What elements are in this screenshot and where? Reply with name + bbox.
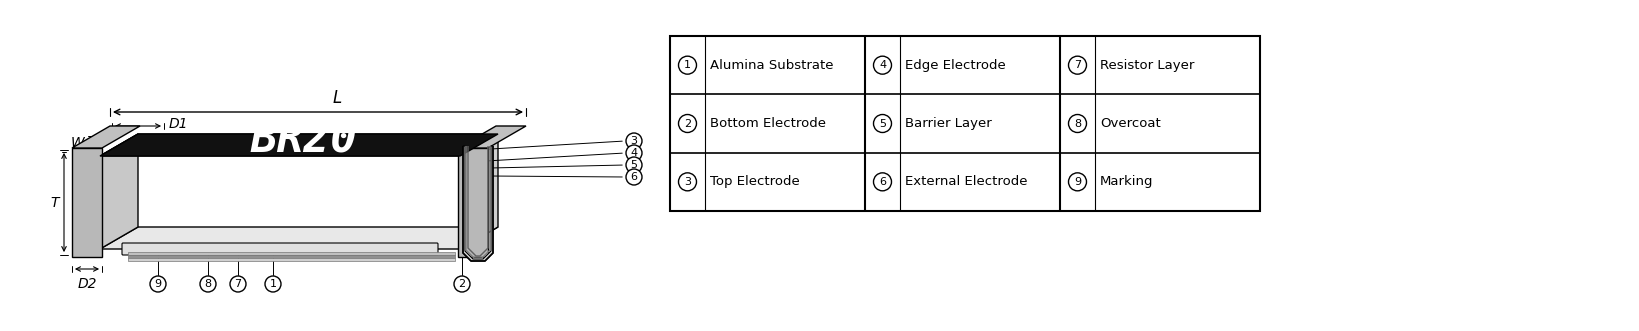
Text: 8: 8 bbox=[205, 279, 211, 289]
Circle shape bbox=[1069, 56, 1087, 74]
Circle shape bbox=[1069, 173, 1087, 191]
Circle shape bbox=[229, 276, 246, 292]
Text: 2: 2 bbox=[459, 279, 465, 289]
Circle shape bbox=[626, 133, 642, 149]
Text: BR20: BR20 bbox=[251, 118, 357, 162]
Text: 5: 5 bbox=[879, 118, 887, 128]
Text: 7: 7 bbox=[1074, 60, 1082, 70]
Polygon shape bbox=[128, 258, 456, 261]
Text: 8: 8 bbox=[1074, 118, 1082, 128]
Circle shape bbox=[626, 169, 642, 185]
Circle shape bbox=[679, 173, 697, 191]
Circle shape bbox=[1069, 115, 1087, 132]
Text: W: W bbox=[70, 136, 84, 150]
Text: D2: D2 bbox=[77, 277, 97, 291]
Text: 7: 7 bbox=[234, 279, 241, 289]
Text: 3: 3 bbox=[631, 136, 638, 146]
Circle shape bbox=[266, 276, 280, 292]
Circle shape bbox=[874, 173, 892, 191]
Text: 5: 5 bbox=[631, 160, 638, 170]
Polygon shape bbox=[128, 255, 456, 258]
Circle shape bbox=[200, 276, 216, 292]
Text: Bottom Electrode: Bottom Electrode bbox=[710, 117, 826, 130]
Polygon shape bbox=[72, 148, 102, 257]
Text: 6: 6 bbox=[631, 172, 638, 182]
Polygon shape bbox=[100, 227, 498, 249]
Text: Barrier Layer: Barrier Layer bbox=[905, 117, 992, 130]
Polygon shape bbox=[457, 148, 488, 257]
Polygon shape bbox=[100, 134, 498, 156]
Text: Overcoat: Overcoat bbox=[1100, 117, 1160, 130]
Polygon shape bbox=[72, 126, 139, 148]
Text: 4: 4 bbox=[631, 148, 638, 158]
Circle shape bbox=[626, 157, 642, 173]
Polygon shape bbox=[100, 134, 138, 249]
Text: T: T bbox=[51, 196, 59, 210]
Polygon shape bbox=[100, 134, 498, 156]
Text: Top Electrode: Top Electrode bbox=[710, 175, 800, 188]
Text: 6: 6 bbox=[879, 177, 887, 187]
Circle shape bbox=[874, 56, 892, 74]
Text: 2: 2 bbox=[683, 118, 692, 128]
Circle shape bbox=[679, 56, 697, 74]
Text: Edge Electrode: Edge Electrode bbox=[905, 59, 1006, 72]
FancyBboxPatch shape bbox=[121, 243, 438, 255]
Circle shape bbox=[151, 276, 166, 292]
Circle shape bbox=[454, 276, 470, 292]
Circle shape bbox=[626, 145, 642, 161]
Text: 1: 1 bbox=[269, 279, 277, 289]
Circle shape bbox=[679, 115, 697, 132]
Polygon shape bbox=[461, 134, 498, 249]
Text: 9: 9 bbox=[1074, 177, 1082, 187]
Text: 3: 3 bbox=[683, 177, 692, 187]
Polygon shape bbox=[128, 252, 456, 255]
Text: 9: 9 bbox=[154, 279, 162, 289]
Text: Resistor Layer: Resistor Layer bbox=[1100, 59, 1195, 72]
Circle shape bbox=[874, 115, 892, 132]
Polygon shape bbox=[457, 126, 526, 148]
Text: Marking: Marking bbox=[1100, 175, 1154, 188]
Text: Alumina Substrate: Alumina Substrate bbox=[710, 59, 834, 72]
Text: 1: 1 bbox=[683, 60, 692, 70]
Text: 4: 4 bbox=[879, 60, 887, 70]
Text: D1: D1 bbox=[169, 117, 188, 131]
Text: External Electrode: External Electrode bbox=[905, 175, 1028, 188]
Text: L: L bbox=[333, 89, 341, 107]
Polygon shape bbox=[462, 146, 493, 261]
